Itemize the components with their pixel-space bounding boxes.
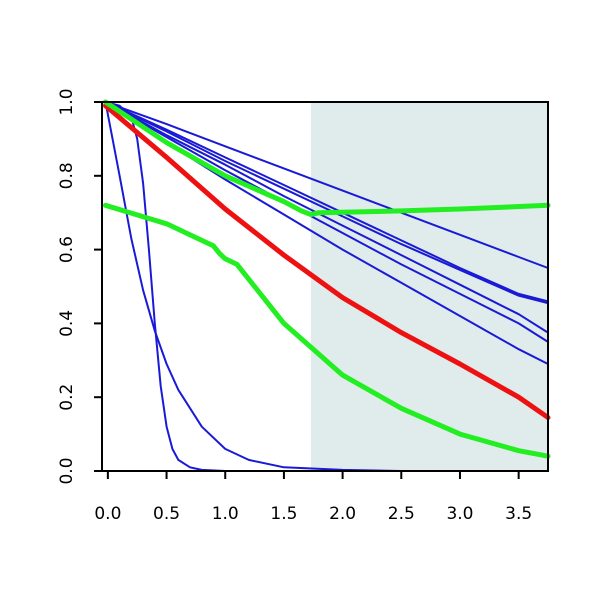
x-tick-label: 2.5: [388, 504, 415, 524]
shaded-region: [310, 102, 548, 471]
series-line-blue-0: [104, 101, 549, 269]
series-line-blue-2: [104, 101, 549, 305]
series-line-blue-4: [104, 101, 549, 343]
y-tick-label: 1.0: [57, 88, 77, 115]
series-line-green-8: [103, 202, 551, 459]
series-line-green-10: [103, 99, 551, 217]
series-line-blue-3: [104, 101, 549, 334]
x-tick-label: 3.0: [446, 504, 473, 524]
y-tick-label: 0.6: [57, 236, 77, 263]
y-tick-label: 0.2: [57, 384, 77, 411]
y-tick-label: 0.4: [57, 310, 77, 337]
x-tick-label: 1.0: [212, 504, 239, 524]
y-tick-label: 0.0: [57, 457, 77, 484]
series-line-blue-7: [104, 101, 549, 472]
x-tick-label: 0.0: [94, 504, 121, 524]
x-tick-label: 0.5: [153, 504, 180, 524]
series-line-red-9: [103, 103, 551, 420]
plot-frame: [101, 101, 549, 472]
y-tick-label: 0.8: [57, 162, 77, 189]
series-line-blue-6: [104, 101, 549, 472]
x-tick-label: 2.0: [329, 504, 356, 524]
x-tick-label: 1.5: [270, 504, 297, 524]
x-tick-label: 3.5: [505, 504, 532, 524]
